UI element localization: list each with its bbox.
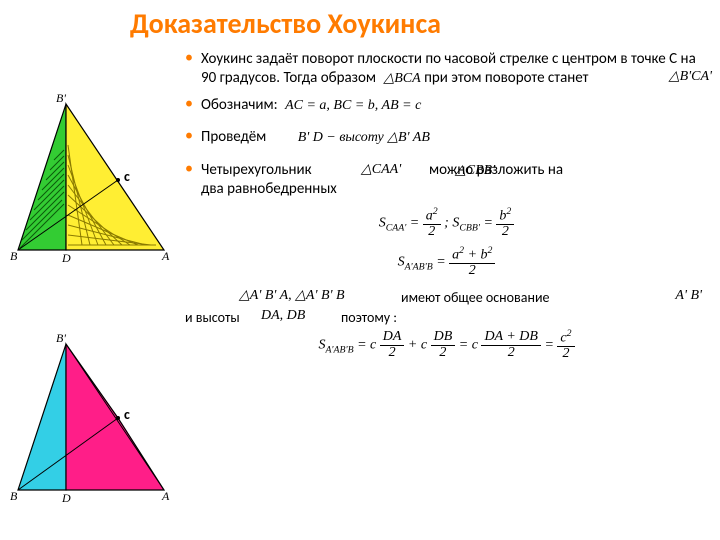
- b3-formula: B' D − высоту △B' AB: [298, 129, 430, 147]
- b4-part2: два равнобедренных: [201, 180, 337, 198]
- fig2-point-aprime: [116, 416, 120, 420]
- f3-base: A' B': [675, 287, 702, 305]
- f3-heights: DA, DB: [261, 307, 305, 325]
- page-title: Доказательство Хоукинса: [130, 6, 700, 41]
- fig1-label-d: D: [61, 251, 71, 265]
- bullet-4: Четырехугольник △CAA' можно разложить на…: [185, 161, 708, 199]
- f3-tri: △A' B' A, △A' B' B: [239, 287, 345, 305]
- f1-sub2: CBB': [459, 222, 480, 233]
- f3-text2: и высоты: [185, 309, 240, 327]
- b4-f1b: △CBB': [455, 162, 495, 180]
- fig2-label-bprime: B': [56, 331, 66, 345]
- b4-part1: Четырехугольник: [201, 161, 312, 179]
- fig2-label-b: B: [10, 489, 18, 503]
- f1-sub1: CAA': [386, 222, 407, 233]
- figure-bottom: B' B D A c: [6, 330, 176, 510]
- formula-line-4: SA'AB'B = c DA2 + c DB2 = c DA + DB2 = c…: [185, 329, 708, 362]
- f4-sub: A'AB'B: [325, 344, 353, 355]
- f1-a: a: [426, 208, 433, 223]
- f3-text1: имеют общее основание: [401, 289, 549, 307]
- content-area: Хоукинс задаёт поворот плоскости по часо…: [185, 50, 708, 366]
- fig2-left-tri: [18, 344, 66, 490]
- fig1-label-c: c: [124, 168, 130, 185]
- f2-sub: A'AB'B: [405, 261, 433, 272]
- fig1-label-a: A: [161, 249, 170, 263]
- b2-label: Обозначим:: [201, 96, 278, 114]
- f3-text3: поэтому :: [341, 309, 397, 327]
- fig2-label-c: c: [124, 406, 130, 423]
- fig2-label-d: D: [61, 491, 71, 505]
- b1-tri2: △B'CA': [669, 68, 712, 86]
- fig1-left-tri: [18, 104, 66, 250]
- bullet-1: Хоукинс задаёт поворот плоскости по часо…: [185, 50, 708, 88]
- b4-overlay: можно разложить на: [429, 161, 563, 180]
- fig1-label-b: B: [10, 249, 18, 263]
- b1-mid: при этом повороте станет: [424, 69, 588, 87]
- figure-top: B' B D A c: [6, 90, 176, 270]
- fig1-point-aprime: [116, 178, 120, 182]
- formula-line-3: △A' B' A, △A' B' B имеют общее основание…: [185, 287, 708, 329]
- b2-formula: AC = a, BC = b, AB = c: [285, 97, 421, 115]
- fig2-label-a: A: [161, 489, 170, 503]
- b4-f1a: △CAA': [361, 161, 401, 179]
- bullet-3: Проведём B' D − высоту △B' AB: [185, 128, 708, 147]
- formula-line-1: SCAA' = a22 ; SCBB' = b22: [185, 207, 708, 240]
- fig1-label-bprime: B': [56, 91, 66, 105]
- bullet-2: Обозначим: AC = a, BC = b, AB = c: [185, 96, 708, 115]
- formula-line-2: SA'AB'B = a2 + b22: [185, 246, 708, 279]
- b3-label: Проведём: [201, 128, 266, 146]
